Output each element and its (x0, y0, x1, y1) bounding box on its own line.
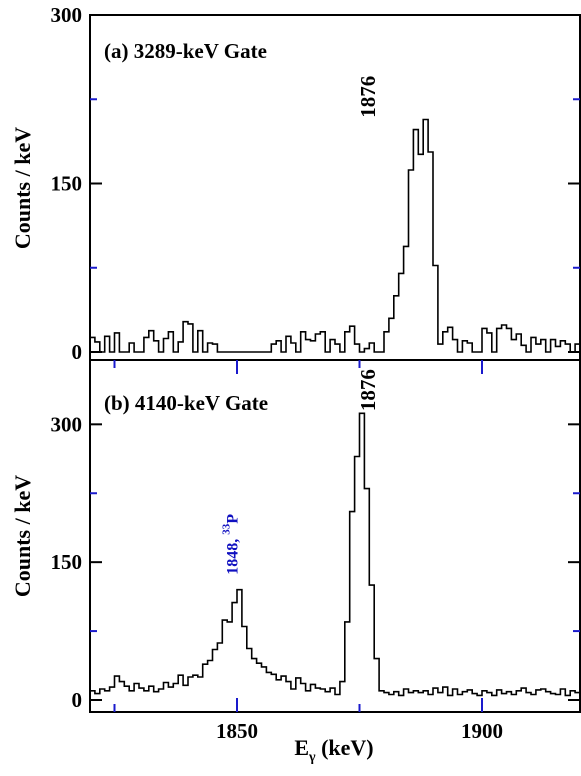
panel-b-title: (b) 4140-keV Gate (104, 391, 268, 415)
panel-a-y-axis-label: Counts / keV (10, 127, 35, 249)
panel-a-peak-annotation: 1876 (356, 76, 380, 118)
panel-a-title: (a) 3289-keV Gate (104, 39, 267, 63)
panel-b-y-tick-label: 300 (51, 412, 83, 436)
panel-b-peak-annotation: 1848, 33P (221, 514, 242, 575)
x-axis-label: Eγ (keV) (294, 735, 373, 765)
panel-b-frame (89, 359, 581, 713)
x-tick-label: 1850 (216, 719, 258, 743)
panel-b-y-tick-label: 0 (72, 688, 83, 712)
panel-a-spectrum-trace (90, 118, 581, 353)
panel-b-peak-annotation: 1876 (356, 369, 380, 411)
panel-a-y-tick-label: 0 (72, 340, 83, 364)
panel-a-y-tick-label: 300 (51, 3, 83, 27)
panel-b: (b) 4140-keV Gate Counts / keV 0 150 300 18… (10, 359, 581, 743)
x-tick-label: 1900 (461, 719, 503, 743)
panel-a: (a) 3289-keV Gate Counts / keV 0 150 300 18… (10, 3, 581, 364)
panel-a-y-tick-label: 150 (51, 172, 83, 196)
panel-a-frame (89, 14, 581, 361)
panel-b-spectrum-trace (90, 412, 581, 697)
panel-b-y-axis-label: Counts / keV (10, 475, 35, 597)
panel-b-y-tick-label: 150 (51, 550, 83, 574)
